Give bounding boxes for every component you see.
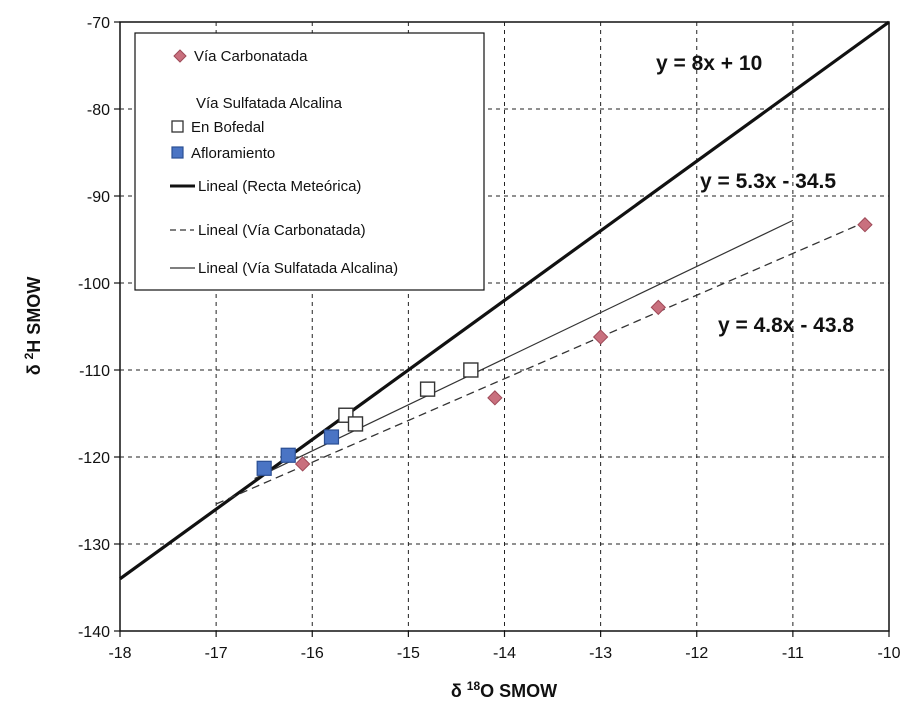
x-tick-label: -12 <box>685 645 708 662</box>
trend-line-sulfatada <box>254 219 794 480</box>
equation-sulfatada: y = 5.3x - 34.5 <box>700 170 836 193</box>
x-tick-label: -10 <box>877 645 900 662</box>
legend-label-carbonatada: Vía Carbonatada <box>194 48 308 65</box>
y-tick-label: -100 <box>78 276 110 293</box>
equation-carbonatada: y = 4.8x - 43.8 <box>718 314 854 337</box>
legend-label-meteoric: Lineal (Recta Meteórica) <box>198 178 361 195</box>
y-tick-label: -90 <box>87 189 110 206</box>
x-tick-label: -13 <box>589 645 612 662</box>
y-tick-label: -140 <box>78 624 110 641</box>
point-carbonatada <box>857 217 873 233</box>
point-afloramiento <box>256 460 272 476</box>
x-tick-label: -16 <box>301 645 324 662</box>
trend-line-meteoric <box>119 20 890 581</box>
legend-label-lineal-sulfatada: Lineal (Vía Sulfatada Alcalina) <box>198 260 398 277</box>
trend-line-carbonatada <box>215 221 866 505</box>
point-carbonatada <box>294 456 311 472</box>
point-carbonatada <box>650 299 667 316</box>
y-tick-label: -130 <box>78 537 110 554</box>
legend-label-bofedal: En Bofedal <box>191 119 264 136</box>
legend: Vía Carbonatada Vía Sulfatada Alcalina E… <box>134 32 485 291</box>
point-carbonatada <box>592 329 609 345</box>
x-tick-label: -18 <box>108 645 131 662</box>
point-bofedal <box>419 381 436 397</box>
legend-box <box>134 32 485 291</box>
point-carbonatada <box>487 390 503 406</box>
y-tick-label: -120 <box>78 450 110 467</box>
y-axis-title: δ 2H SMOW <box>22 277 44 376</box>
trend-lines <box>119 20 890 581</box>
legend-marker-afloramiento <box>171 146 184 159</box>
data-points <box>256 217 873 476</box>
y-tick-label: -110 <box>79 363 110 380</box>
x-tick-label: -17 <box>205 645 228 662</box>
point-bofedal <box>347 416 364 432</box>
x-tick-label: -15 <box>397 645 420 662</box>
point-bofedal <box>463 362 479 378</box>
y-tick-label: -70 <box>87 15 110 32</box>
tick-labels: -18 -17 -16 -15 -14 -13 -12 -11 -10 -70 -80 -90 -100… <box>78 15 901 662</box>
point-afloramiento <box>280 447 296 463</box>
legend-header-sulfatada: Vía Sulfatada Alcalina <box>196 95 343 112</box>
legend-marker-bofedal <box>171 120 184 133</box>
legend-label-afloramiento: Afloramiento <box>191 145 275 162</box>
x-axis-title: δ 18O SMOW <box>451 679 557 701</box>
x-tick-label: -14 <box>493 645 516 662</box>
legend-marker-carbonatada <box>173 49 187 63</box>
point-afloramiento <box>323 429 340 445</box>
equation-meteoric: y = 8x + 10 <box>656 52 762 75</box>
x-tick-label: -11 <box>782 645 804 662</box>
legend-label-lineal-carbonatada: Lineal (Vía Carbonatada) <box>198 222 366 239</box>
y-tick-label: -80 <box>87 102 110 119</box>
